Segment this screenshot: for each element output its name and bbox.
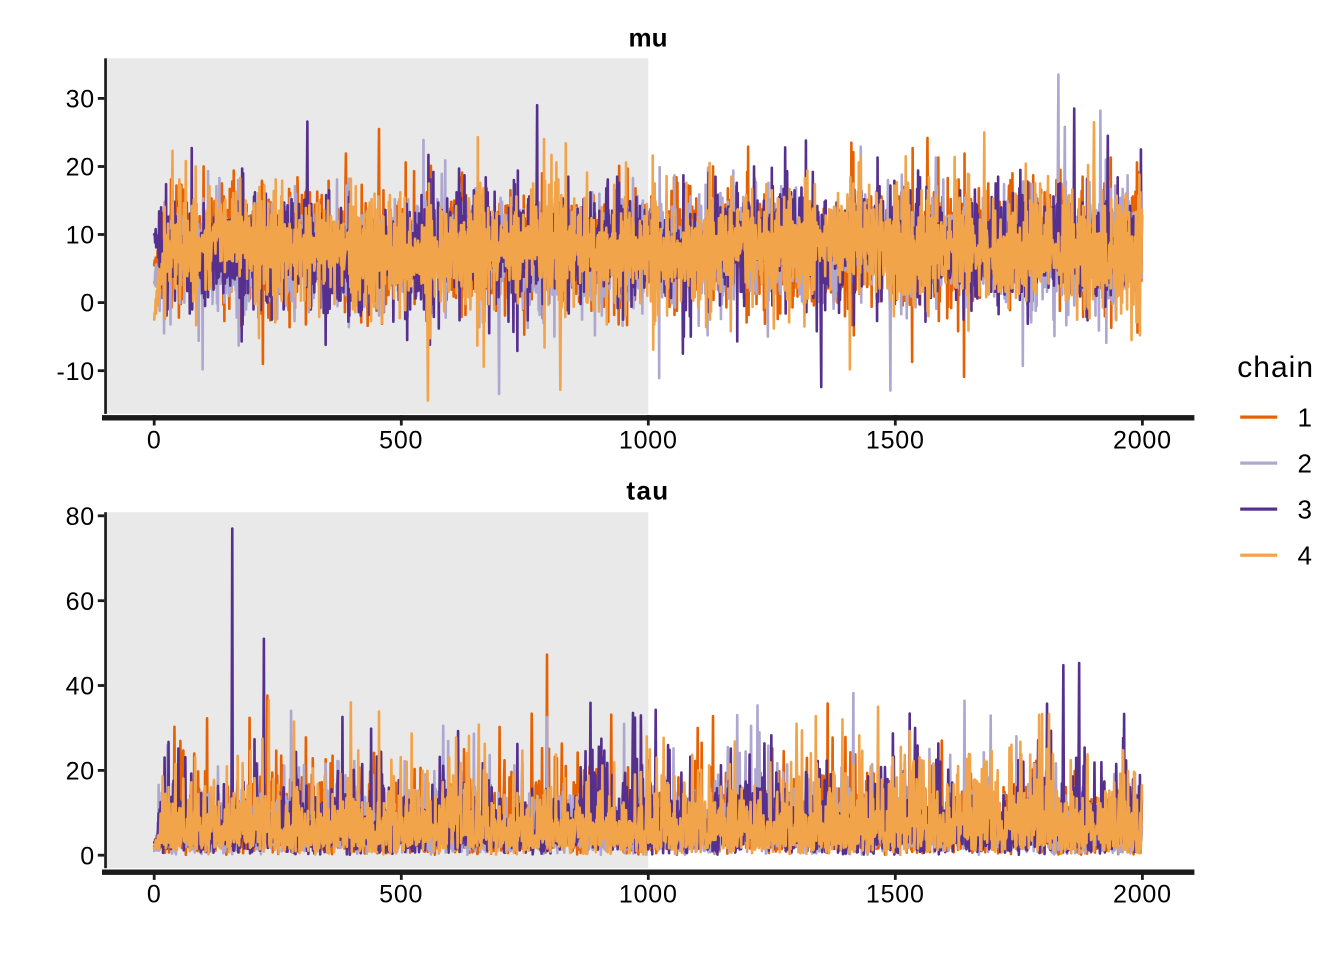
svg-text:1500: 1500 (866, 881, 925, 909)
svg-text:20: 20 (66, 154, 95, 182)
svg-text:mu: mu (629, 23, 668, 53)
svg-text:1500: 1500 (866, 426, 925, 454)
svg-text:1000: 1000 (619, 881, 678, 909)
svg-text:0: 0 (80, 842, 95, 870)
svg-text:60: 60 (66, 588, 95, 616)
svg-text:30: 30 (66, 86, 95, 114)
svg-text:2000: 2000 (1113, 426, 1172, 454)
svg-text:0: 0 (80, 290, 95, 318)
svg-text:10: 10 (66, 222, 95, 250)
svg-text:1: 1 (1298, 403, 1312, 433)
svg-text:0: 0 (147, 881, 162, 909)
svg-text:-10: -10 (56, 358, 95, 386)
svg-text:1000: 1000 (619, 426, 678, 454)
svg-text:80: 80 (66, 503, 95, 531)
svg-text:2000: 2000 (1113, 881, 1172, 909)
svg-text:500: 500 (379, 881, 423, 909)
svg-text:20: 20 (66, 758, 95, 786)
svg-text:40: 40 (66, 673, 95, 701)
svg-text:4: 4 (1298, 541, 1312, 571)
svg-text:tau: tau (626, 476, 669, 506)
svg-text:2: 2 (1298, 449, 1312, 479)
svg-text:500: 500 (379, 426, 423, 454)
svg-text:chain: chain (1237, 351, 1314, 384)
svg-text:3: 3 (1298, 495, 1312, 525)
svg-text:0: 0 (147, 426, 162, 454)
